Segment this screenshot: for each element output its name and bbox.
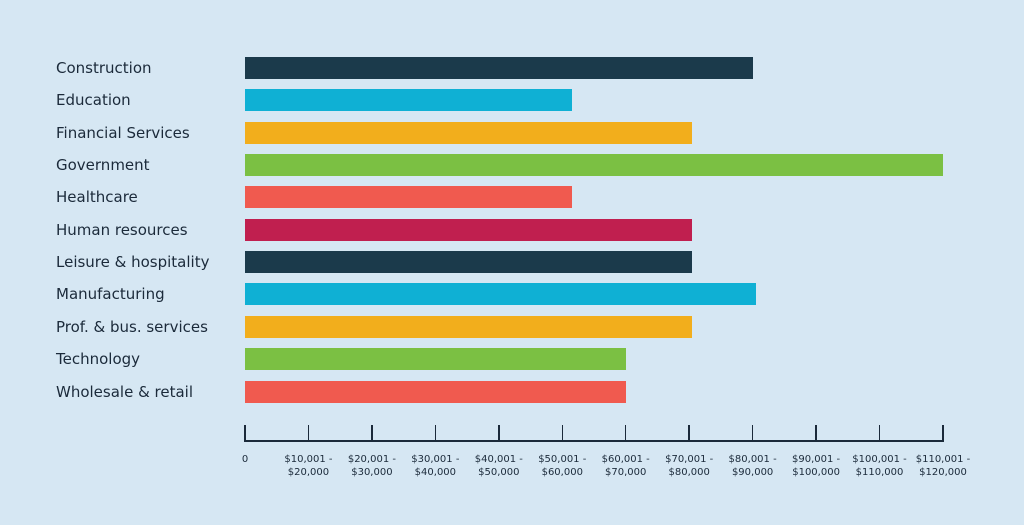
bar — [245, 218, 693, 241]
x-tick-label: $50,001 - $60,000 — [538, 454, 587, 478]
x-tick-label: 0 — [241, 454, 249, 465]
x-tick — [815, 425, 817, 442]
x-tick-label: $110,001 - $120,000 — [915, 454, 971, 478]
x-tick-label: $100,001 - $110,000 — [852, 454, 907, 478]
category-label: Prof. & bus. services — [56, 317, 208, 336]
x-tick-label: $60,001 - $70,000 — [601, 454, 650, 478]
category-label: Technology — [56, 350, 141, 369]
bar — [245, 121, 693, 144]
category-label: Wholesale & retail — [56, 382, 194, 401]
bar — [245, 57, 753, 79]
x-tick — [371, 425, 373, 442]
bar — [245, 89, 572, 112]
bar — [245, 251, 693, 274]
x-tick-label: $80,001 - $90,000 — [728, 454, 777, 478]
x-tick-label: $30,001 - $40,000 — [411, 454, 460, 478]
x-tick — [307, 425, 310, 442]
category-label: Construction — [56, 59, 152, 77]
x-tick — [688, 425, 690, 442]
bar — [245, 380, 626, 403]
x-tick — [878, 425, 881, 442]
category-label: Human resources — [56, 220, 188, 239]
bar — [245, 186, 572, 209]
bar — [245, 315, 693, 338]
category-label: Manufacturing — [56, 285, 165, 304]
x-tick — [498, 425, 500, 442]
category-label: Education — [56, 91, 131, 110]
category-label: Leisure & hospitality — [56, 253, 210, 272]
category-label: Government — [56, 156, 150, 175]
x-tick — [244, 425, 246, 442]
bar — [245, 283, 756, 306]
x-tick-label: $20,001 - $30,000 — [347, 454, 396, 478]
bar — [245, 154, 943, 177]
x-axis-line — [245, 440, 943, 442]
x-tick-label: $90,001 - $100,000 — [792, 454, 841, 478]
x-tick-label: $40,001 - $50,000 — [474, 454, 523, 478]
x-tick-label: $10,001 - $20,000 — [284, 454, 333, 478]
x-tick — [751, 425, 754, 442]
x-tick — [624, 425, 627, 442]
x-tick-label: $70,001 - $80,000 — [665, 454, 714, 478]
x-tick — [561, 425, 564, 442]
bar — [245, 348, 626, 371]
category-label: Financial Services — [56, 123, 190, 142]
x-tick — [434, 425, 437, 442]
category-label: Healthcare — [56, 188, 138, 207]
x-tick — [942, 425, 944, 442]
